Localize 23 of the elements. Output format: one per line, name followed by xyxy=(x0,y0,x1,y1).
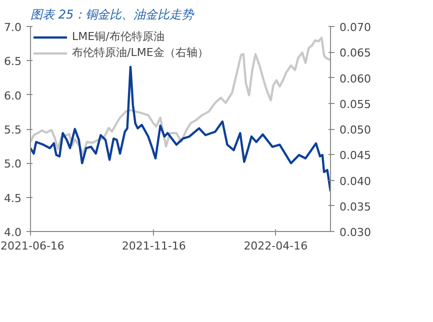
y-tick-label: 4.5 xyxy=(4,192,22,205)
x-tick-label: 2021-06-16 xyxy=(0,240,64,252)
y-tick-label: 5.0 xyxy=(4,158,22,171)
y2-tick-label: 0.030 xyxy=(340,226,371,239)
y-tick-label: 6.0 xyxy=(4,89,22,102)
y2-tick-label: 0.035 xyxy=(340,200,371,214)
y-tick-label: 7.0 xyxy=(4,21,22,34)
y2-tick-label: 0.070 xyxy=(340,21,371,34)
x-tick-label: 2021-11-16 xyxy=(122,240,186,252)
y2-tick-label: 0.050 xyxy=(340,124,371,136)
y-tick-label: 4.0 xyxy=(4,226,22,239)
y-tick-label: 5.5 xyxy=(4,124,22,136)
x-tick-label: 2022-04-16 xyxy=(244,240,308,252)
y-tick-label: 6.5 xyxy=(4,55,22,68)
y2-tick-label: 0.055 xyxy=(340,98,371,111)
legend-label: LME铜/布伦特原油 xyxy=(72,29,164,44)
y2-tick-label: 0.045 xyxy=(340,149,371,162)
legend-label: 布伦特原油/LME金（右轴） xyxy=(72,45,208,60)
chart-title: 图表 25：铜金比、油金比走势 xyxy=(30,8,195,22)
line-series xyxy=(30,66,330,192)
y2-tick-label: 0.040 xyxy=(340,174,371,188)
y2-tick-label: 0.065 xyxy=(340,46,371,60)
y2-tick-label: 0.060 xyxy=(340,72,371,86)
